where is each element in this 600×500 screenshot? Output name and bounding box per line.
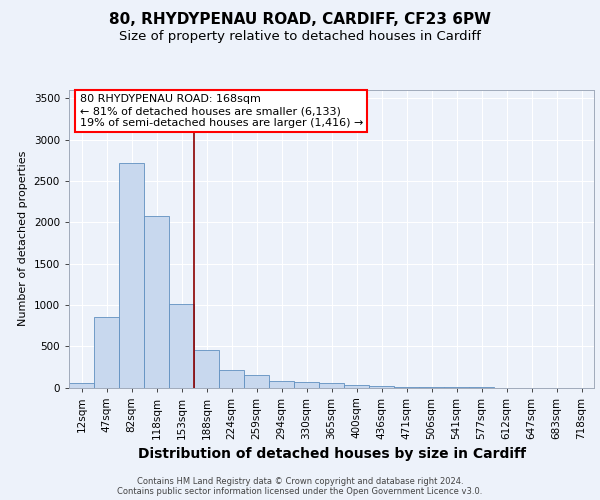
Bar [394,387,419,388]
X-axis label: Distribution of detached houses by size in Cardiff: Distribution of detached houses by size … [137,447,526,461]
Bar [344,385,369,388]
Bar [319,383,344,388]
Bar [169,304,194,388]
Bar [244,375,269,388]
Text: Size of property relative to detached houses in Cardiff: Size of property relative to detached ho… [119,30,481,43]
Bar [219,370,244,388]
Bar [294,382,319,388]
Bar [69,382,94,388]
Text: 80, RHYDYPENAU ROAD, CARDIFF, CF23 6PW: 80, RHYDYPENAU ROAD, CARDIFF, CF23 6PW [109,12,491,28]
Bar [144,216,169,388]
Bar [369,386,394,388]
Bar [94,318,119,388]
Text: Contains public sector information licensed under the Open Government Licence v3: Contains public sector information licen… [118,487,482,496]
Bar [269,381,294,388]
Y-axis label: Number of detached properties: Number of detached properties [18,151,28,326]
Bar [194,350,219,388]
Text: 80 RHYDYPENAU ROAD: 168sqm
← 81% of detached houses are smaller (6,133)
19% of s: 80 RHYDYPENAU ROAD: 168sqm ← 81% of deta… [79,94,363,128]
Text: Contains HM Land Registry data © Crown copyright and database right 2024.: Contains HM Land Registry data © Crown c… [137,477,463,486]
Bar [119,162,144,388]
